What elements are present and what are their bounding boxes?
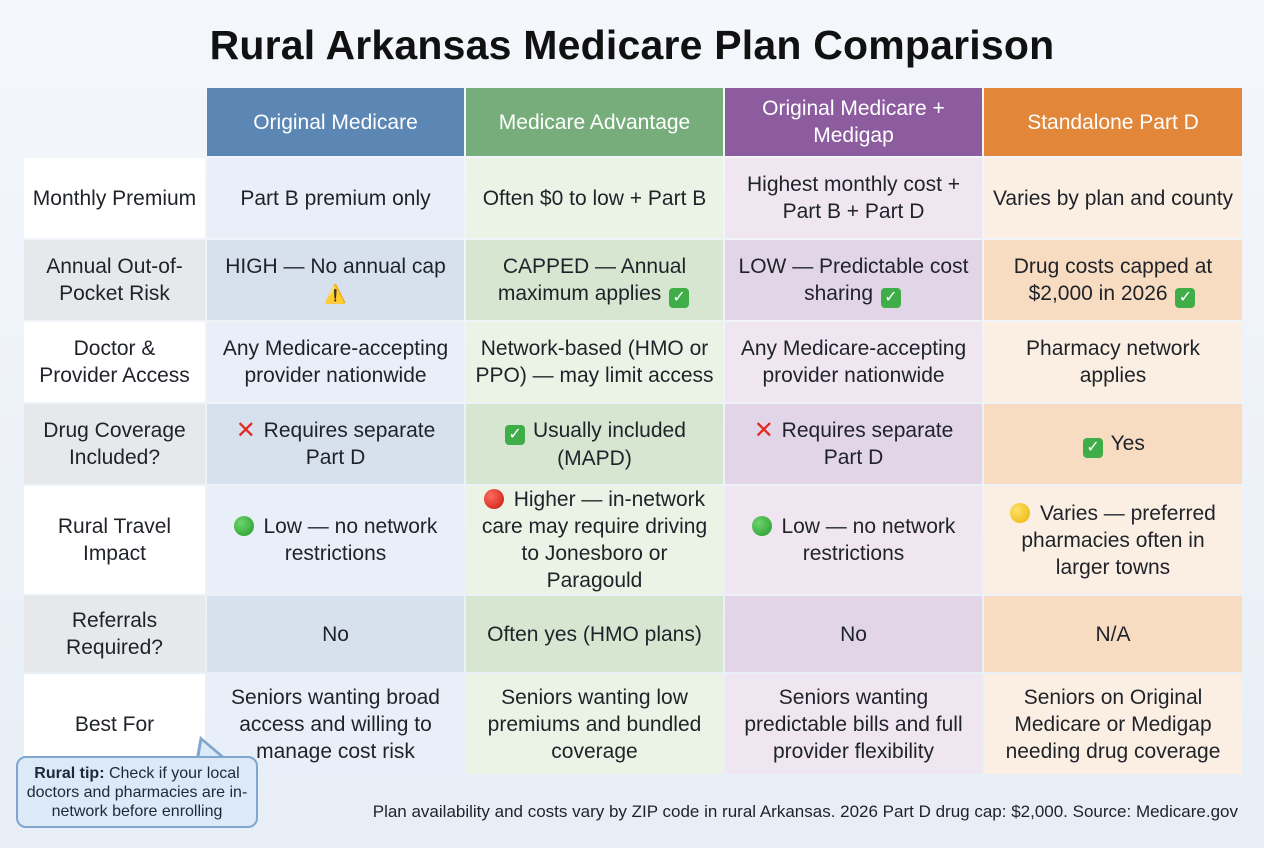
- table-cell: Seniors wanting low premiums and bundled…: [466, 674, 723, 774]
- table-cell: Often $0 to low + Part B: [466, 158, 723, 238]
- cell-text: Seniors wanting predictable bills and fu…: [744, 685, 963, 763]
- table-cell: Network-based (HMO or PPO) — may limit a…: [466, 322, 723, 402]
- green-dot-icon: [751, 516, 772, 536]
- cell-text: Any Medicare-accepting provider nationwi…: [740, 337, 967, 387]
- green-dot-icon: [233, 516, 254, 536]
- rural-tip-callout: Rural tip: Check if your local doctors a…: [16, 756, 258, 828]
- cell-text: Highest monthly cost + Part B + Part D: [746, 173, 960, 223]
- row-label: Annual Out-of-Pocket Risk: [24, 240, 205, 320]
- cell-text: Seniors wanting low premiums and bundled…: [487, 685, 702, 763]
- comparison-table: Original Medicare Medicare Advantage Ori…: [22, 86, 1244, 776]
- table-cell: Drug costs capped at $2,000 in 2026 ✓: [984, 240, 1242, 320]
- table-cell: ✕ Requires separate Part D: [725, 404, 982, 484]
- table-cell: No: [207, 596, 464, 672]
- cell-text: Requires separate Part D: [263, 419, 436, 469]
- table-row: Annual Out-of-Pocket Risk HIGH — No annua…: [24, 240, 1242, 320]
- tip-text: Check if your local doctors and pharmaci…: [26, 765, 248, 820]
- table-cell: Often yes (HMO plans): [466, 596, 723, 672]
- check-icon: ✓: [880, 287, 901, 308]
- table-cell: No: [725, 596, 982, 672]
- table-cell: Varies by plan and county: [984, 158, 1242, 238]
- yellow-dot-icon: [1010, 502, 1031, 523]
- cell-text: No: [322, 622, 349, 646]
- table-row: Monthly Premium Part B premium only Often …: [24, 158, 1242, 238]
- header-row: Original Medicare Medicare Advantage Ori…: [24, 88, 1242, 156]
- cell-text: Yes: [1110, 432, 1145, 455]
- footnote: Plan availability and costs vary by ZIP …: [372, 802, 1238, 821]
- cell-text: No: [840, 622, 867, 646]
- table-cell: HIGH — No annual cap ⚠️: [207, 240, 464, 320]
- table-cell: Pharmacy network applies: [984, 322, 1242, 402]
- cell-text: Any Medicare-accepting provider nationwi…: [222, 337, 449, 387]
- table-row: Referrals Required? No Often yes (HMO plan…: [24, 596, 1242, 672]
- cell-text: HIGH — No annual cap: [225, 254, 446, 278]
- cross-icon: ✕: [753, 417, 774, 444]
- check-icon: ✓: [1175, 287, 1196, 308]
- warning-icon: ⚠️: [324, 283, 347, 304]
- check-icon: ✓: [669, 287, 690, 308]
- row-label: Rural Travel Impact: [24, 486, 205, 594]
- table-row: Rural Travel Impact Low — no network res…: [24, 486, 1242, 594]
- cell-text: Usually included (MAPD): [532, 418, 686, 470]
- table-cell: Part B premium only: [207, 158, 464, 238]
- cell-text: Low — no network restrictions: [781, 515, 956, 565]
- cell-text: Varies — preferred pharmacies often in l…: [1021, 501, 1216, 579]
- tip-pointer-fill: [199, 741, 223, 759]
- cell-text: Often $0 to low + Part B: [482, 186, 707, 210]
- cell-text: Requires separate Part D: [781, 419, 954, 469]
- table-row: Drug Coverage Included? ✕ Requires separa…: [24, 404, 1242, 484]
- table-row: Doctor & Provider Access Any Medicare-acc…: [24, 322, 1242, 402]
- cell-text: LOW — Predictable cost sharing: [738, 254, 969, 305]
- table-cell: Low — no network restrictions: [725, 486, 982, 594]
- table-cell: Varies — preferred pharmacies often in l…: [984, 486, 1242, 594]
- table-cell: ✓ Yes: [984, 404, 1242, 484]
- table-cell: ✕ Requires separate Part D: [207, 404, 464, 484]
- red-dot-icon: [483, 489, 504, 509]
- check-icon: ✓: [505, 424, 526, 445]
- check-icon: ✓: [1083, 438, 1104, 458]
- cell-text: Often yes (HMO plans): [487, 622, 702, 646]
- table-cell: Seniors on Original Medicare or Medigap …: [984, 674, 1242, 774]
- cell-text: Part B premium only: [240, 186, 431, 210]
- corner-cell: [24, 88, 205, 156]
- column-header-standalone-part-d: Standalone Part D: [984, 88, 1242, 156]
- cell-text: Drug costs capped at $2,000 in 2026: [1013, 254, 1213, 305]
- row-label: Monthly Premium: [24, 158, 205, 238]
- table-cell: Higher — in-network care may require dri…: [466, 486, 723, 594]
- cell-text: Network-based (HMO or PPO) — may limit a…: [475, 337, 714, 387]
- table-cell: N/A: [984, 596, 1242, 672]
- table-cell: CAPPED — Annual maximum applies ✓: [466, 240, 723, 320]
- column-header-original-medicare-medigap: Original Medicare + Medigap: [725, 88, 982, 156]
- column-header-medicare-advantage: Medicare Advantage: [466, 88, 723, 156]
- cross-icon: ✕: [235, 417, 256, 444]
- row-label: Doctor & Provider Access: [24, 322, 205, 402]
- table-cell: Seniors wanting predictable bills and fu…: [725, 674, 982, 774]
- cell-text: Seniors wanting broad access and willing…: [231, 685, 440, 763]
- cell-text: Higher — in-network care may require dri…: [481, 488, 708, 592]
- row-label: Referrals Required?: [24, 596, 205, 672]
- cell-text: CAPPED — Annual maximum applies: [497, 254, 687, 305]
- table-cell: Low — no network restrictions: [207, 486, 464, 594]
- row-label: Drug Coverage Included?: [24, 404, 205, 484]
- cell-text: Pharmacy network applies: [1026, 337, 1200, 387]
- page-title: Rural Arkansas Medicare Plan Comparison: [209, 22, 1055, 68]
- table-cell: Highest monthly cost + Part B + Part D: [725, 158, 982, 238]
- cell-text: N/A: [1095, 622, 1131, 646]
- table-cell: LOW — Predictable cost sharing ✓: [725, 240, 982, 320]
- column-header-original-medicare: Original Medicare: [207, 88, 464, 156]
- cell-text: Seniors on Original Medicare or Medigap …: [1005, 685, 1221, 763]
- tip-label: Rural tip:: [34, 765, 105, 782]
- table-cell: ✓ Usually included (MAPD): [466, 404, 723, 484]
- cell-text: Low — no network restrictions: [263, 515, 438, 565]
- table-cell: Any Medicare-accepting provider nationwi…: [207, 322, 464, 402]
- table-cell: Any Medicare-accepting provider nationwi…: [725, 322, 982, 402]
- cell-text: Varies by plan and county: [992, 186, 1234, 210]
